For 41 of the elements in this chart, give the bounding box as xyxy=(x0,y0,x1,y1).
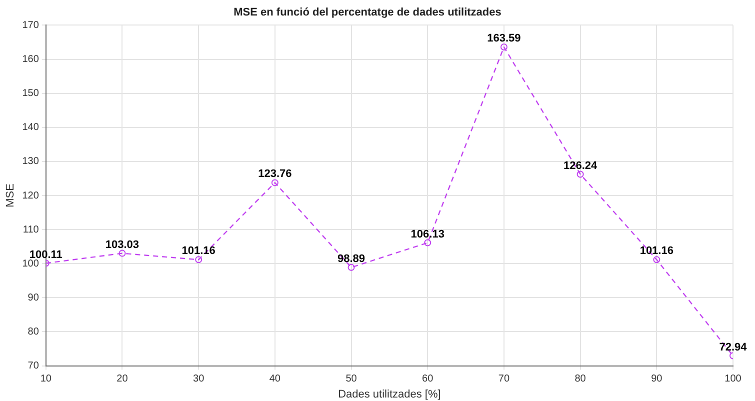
x-tick-label: 20 xyxy=(116,374,128,385)
y-tick-label: 160 xyxy=(22,54,40,66)
data-label: 163.59 xyxy=(487,32,521,45)
data-label: 101.16 xyxy=(640,245,674,258)
y-tick-label: 80 xyxy=(28,326,40,338)
y-tick-label: 100 xyxy=(22,258,40,270)
x-axis-title: Dades utilitzades [%] xyxy=(338,388,441,400)
x-tick-label: 90 xyxy=(651,374,663,385)
data-label: 106.13 xyxy=(410,228,444,240)
point xyxy=(348,264,355,271)
point xyxy=(195,256,202,264)
data-label: 126.24 xyxy=(563,160,598,172)
data-label: 98.89 xyxy=(338,252,366,265)
y-tick-label: 140 xyxy=(22,122,40,134)
point xyxy=(118,250,126,257)
y-tick-label: 70 xyxy=(28,360,40,372)
x-tick-label: 80 xyxy=(574,374,586,385)
point xyxy=(271,179,278,186)
data-label: 123.76 xyxy=(258,168,292,180)
y-tick-label: 110 xyxy=(22,224,40,236)
y-tick-label: 130 xyxy=(22,156,40,168)
y-tick-label: 90 xyxy=(28,292,40,304)
data-label: 103.03 xyxy=(105,238,140,251)
y-tick-label: 170 xyxy=(22,20,40,31)
x-tick-label: 100 xyxy=(724,374,742,385)
point xyxy=(576,170,584,178)
y-tick-label: 120 xyxy=(22,190,40,202)
chart-title: MSE en funció del percentatge de dades utilitzades xyxy=(234,6,502,19)
x-tick-label: 60 xyxy=(422,374,434,385)
y-tick-label: 150 xyxy=(22,88,40,100)
x-tick-label: 10 xyxy=(40,374,52,385)
y-axis-title: MSE xyxy=(4,184,17,208)
data-label: 72.94 xyxy=(719,341,748,354)
x-tick-label: 70 xyxy=(498,374,510,385)
point xyxy=(424,239,432,246)
x-tick-label: 40 xyxy=(269,374,281,385)
point xyxy=(500,44,508,51)
x-tick-label: 50 xyxy=(346,374,358,385)
x-tick-label: 30 xyxy=(193,374,205,385)
data-label: 101.16 xyxy=(182,245,216,258)
point xyxy=(653,256,660,264)
